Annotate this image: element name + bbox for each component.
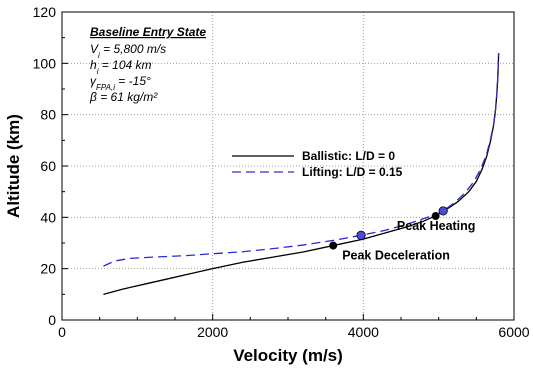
annotation-title: Baseline Entry State [90, 25, 206, 39]
y-tick-label: 20 [40, 261, 56, 277]
annotation-symbol: β [89, 90, 97, 104]
series-line-ballistic [103, 53, 500, 295]
peak-heating-label: Peak Heating [397, 219, 476, 233]
y-tick-label: 40 [40, 209, 56, 225]
entry-state-annotation: Baseline Entry State Vi = 5,800 m/shi = … [89, 25, 206, 104]
annotation-subscript: FPA,i [96, 83, 115, 92]
y-axis-title: Altitude (km) [4, 114, 23, 218]
annotation-line: γFPA,i = -15° [90, 74, 151, 92]
marker-lifting [438, 206, 448, 216]
series-lines [103, 53, 500, 295]
legend-label-ballistic: Ballistic: L/D = 0 [302, 149, 395, 163]
annotation-subscript: i [97, 67, 99, 76]
annotation-symbol: γ [90, 74, 97, 88]
x-tick-label: 6000 [498, 324, 529, 340]
y-tick-label: 0 [48, 312, 56, 328]
x-tick-label: 2000 [197, 324, 228, 340]
grid [62, 12, 514, 320]
annotation-line: hi = 104 km [90, 58, 152, 76]
annotation-symbol: h [90, 58, 97, 72]
legend: Ballistic: L/D = 0 Lifting: L/D = 0.15 [232, 149, 403, 179]
annotation-value: = -15° [115, 74, 151, 88]
annotation-value: = 104 km [98, 58, 151, 72]
y-tick-label: 80 [40, 107, 56, 123]
y-tick-label: 100 [33, 55, 57, 71]
annotation-value: = 61 kg/m² [97, 90, 158, 104]
annotation-line: β = 61 kg/m² [89, 90, 158, 104]
annotation-line: Vi = 5,800 m/s [90, 42, 166, 60]
x-tick-label: 0 [58, 324, 66, 340]
peak-deceleration-label: Peak Deceleration [342, 249, 450, 263]
marker-lifting [356, 230, 366, 240]
x-axis-title: Velocity (m/s) [233, 346, 343, 365]
markers: Peak Deceleration Peak Heating [329, 206, 476, 263]
legend-label-lifting: Lifting: L/D = 0.15 [302, 165, 403, 179]
y-tick-label: 120 [33, 4, 57, 20]
annotation-value: = 5,800 m/s [100, 42, 166, 56]
marker-ballistic [431, 212, 440, 221]
y-tick-label: 60 [40, 158, 56, 174]
annotation-subscript: i [98, 51, 100, 60]
marker-ballistic [329, 241, 338, 250]
x-tick-label: 4000 [348, 324, 379, 340]
annotation-symbol: V [90, 42, 99, 56]
axis-ticks: 0 2000 4000 6000 0 20 40 60 80 100 120 [33, 4, 530, 340]
